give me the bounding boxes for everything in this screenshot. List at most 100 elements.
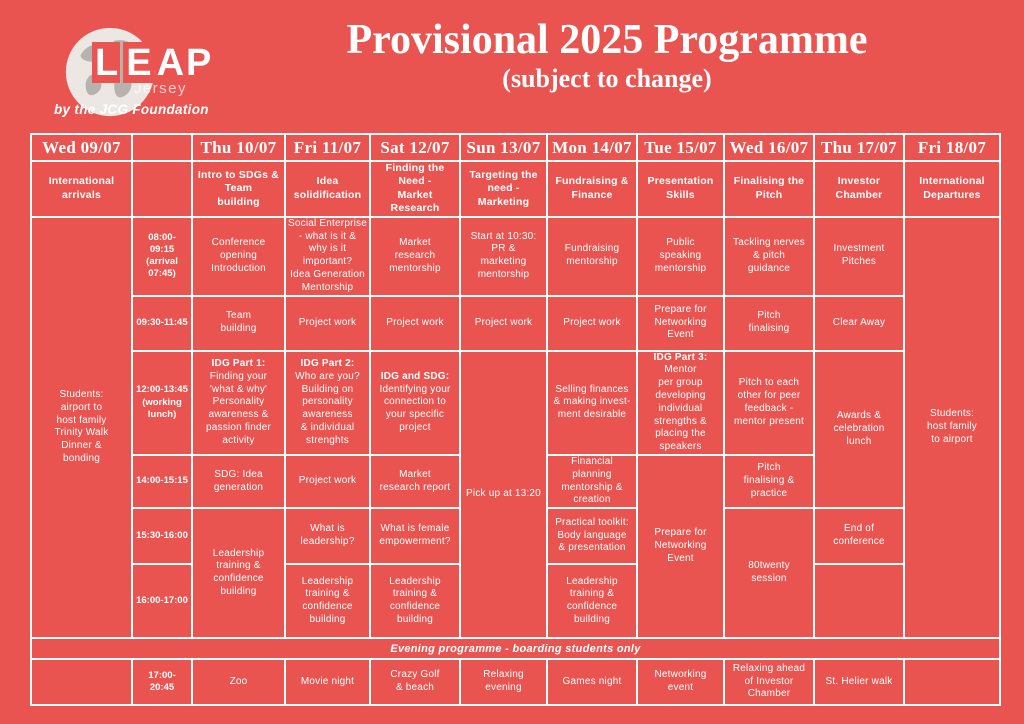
activity-cell: Leadership training & confidence buildin… <box>369 563 461 640</box>
activity-cell: Project work <box>546 294 638 352</box>
activity-cell: Crazy Golf & beach <box>369 658 461 707</box>
schedule-row: 16:00-17:00 Leadership training & confide… <box>31 563 1000 640</box>
topic-cell: Presentation Skills <box>636 160 725 218</box>
activity-cell: Clear Away <box>813 294 905 352</box>
activity-cell: Start at 10:30: PR & marketing mentorshi… <box>459 215 548 297</box>
topic-cell: Intro to SDGs & Team building <box>191 160 286 218</box>
activity-cell: Project work <box>369 294 461 352</box>
schedule-row: 17:00- 20:45 Zoo Movie night Crazy Golf & b… <box>30 658 1001 707</box>
brand-letter: A <box>156 42 184 84</box>
activity-cell: Students: airport to host family Trinity… <box>30 215 133 640</box>
evening-banner-cell: Evening programme - boarding students on… <box>30 637 1001 661</box>
activity-cell: Pitch finalising & practice <box>723 453 815 510</box>
topic-cell: Targeting the need - Marketing <box>459 160 548 218</box>
activity-text: Who are you? Building on personality awa… <box>295 370 360 446</box>
time-slot-cell: 17:00- 20:45 <box>131 658 193 707</box>
date-header-cell: Fri 11/07 <box>284 133 371 162</box>
empty-cell <box>30 658 133 707</box>
activity-cell: End of conference <box>813 507 905 566</box>
activity-cell: Conference opening Introduction <box>191 215 286 297</box>
topic-cell: International arrivals <box>30 160 133 218</box>
activity-cell: Relaxing ahead of Investor Chamber <box>723 658 815 707</box>
schedule-row: 14:00-15:15 SDG: Idea generation Project w… <box>31 453 1000 640</box>
activity-cell: Pitch finalising <box>723 294 815 352</box>
activity-cell: Project work <box>284 453 371 510</box>
activity-text: Mentor per group developing individual s… <box>654 364 707 453</box>
activity-cell: Students: host family to airport <box>903 215 1001 640</box>
activity-cell: Practical toolkit: Body language & prese… <box>546 507 638 566</box>
activity-cell: Selling finances & making invest- ment d… <box>546 349 638 456</box>
topic-cell: Finalising the Pitch <box>723 160 815 218</box>
date-header-cell: Wed 16/07 <box>723 133 815 162</box>
brand-region-label: Jersey <box>133 80 187 97</box>
activity-cell: IDG Part 2: Who are you? Building on pers… <box>284 349 371 456</box>
activity-cell: Team building <box>191 294 286 352</box>
date-header-cell: Thu 17/07 <box>813 133 905 162</box>
schedule-table: Wed 09/07 Thu 10/07 Fri 11/07 Sat 12/07 Sun … <box>30 133 1001 707</box>
topic-cell: International Departures <box>903 160 1001 218</box>
activity-cell: IDG Part 1: Finding your 'what & why' Per… <box>191 349 286 456</box>
date-header-cell: Tue 15/07 <box>636 133 725 162</box>
date-header-cell: Thu 10/07 <box>191 133 286 162</box>
activity-lead: IDG and SDG: <box>380 370 450 382</box>
activity-cell: IDG Part 3: Mentor per group developing i… <box>636 349 725 456</box>
activity-lead: IDG Part 3: <box>653 351 708 363</box>
activity-cell: Leadership training & confidence buildin… <box>284 563 371 640</box>
page-title: Provisional 2025 Programme <box>346 17 868 63</box>
brand-letter: L <box>92 42 121 83</box>
schedule-row: Students: airport to host family Trinity… <box>30 215 1001 640</box>
time-slot-cell: 09:30-11:45 <box>131 294 193 352</box>
topic-cell: Investor Chamber <box>813 160 905 218</box>
activity-cell: Project work <box>284 294 371 352</box>
schedule-row: 12:00-13:45 (working lunch) IDG Part 1: Fi… <box>31 349 1000 640</box>
time-slot-cell: 14:00-15:15 <box>131 453 193 510</box>
schedule-row: 09:30-11:45 Team building Project work Proj… <box>31 294 1000 352</box>
date-header-cell: Sun 13/07 <box>459 133 548 162</box>
topic-cell: Fundraising & Finance <box>546 160 638 218</box>
activity-cell: Leadership training & confidence buildin… <box>546 563 638 640</box>
activity-cell: Project work <box>459 294 548 352</box>
schedule-row: Wed 09/07 Thu 10/07 Fri 11/07 Sat 12/07 Sun … <box>30 133 1001 162</box>
activity-cell: Games night <box>546 658 638 707</box>
activity-cell: Prepare for Networking Event <box>636 294 725 352</box>
activity-cell: Pick up at 13:20 <box>459 349 548 640</box>
schedule-row: Evening programme - boarding students on… <box>30 637 1001 661</box>
empty-cell <box>131 133 193 162</box>
activity-cell: Public speaking mentorship <box>636 215 725 297</box>
activity-text: Identifying your connection to your spec… <box>379 383 451 433</box>
activity-cell: Financial planning mentorship & creation <box>546 453 638 510</box>
activity-cell: 80twenty session <box>723 507 815 640</box>
activity-cell: What is female empowerment? <box>369 507 461 566</box>
schedule-row: International arrivals Intro to SDGs & Te… <box>30 160 1001 218</box>
activity-cell: Investment Pitches <box>813 215 905 297</box>
topic-cell: Finding the Need - Market Research <box>369 160 461 218</box>
time-slot-cell: 16:00-17:00 <box>131 563 193 640</box>
activity-cell: Market research report <box>369 453 461 510</box>
activity-cell: Movie night <box>284 658 371 707</box>
activity-cell: Zoo <box>191 658 286 707</box>
activity-cell: St. Helier walk <box>813 658 905 707</box>
activity-cell: Tackling nerves & pitch guidance <box>723 215 815 297</box>
leap-logo: L E A P Jersey by the JCG Foundation <box>50 22 211 122</box>
schedule-row: 15:30-16:00 Leadership training & confide… <box>31 507 1000 640</box>
brand-letter: P <box>186 42 211 84</box>
brand-tagline: by the JCG Foundation <box>54 102 209 117</box>
date-header-cell: Mon 14/07 <box>546 133 638 162</box>
page-subtitle: (subject to change) <box>502 64 712 93</box>
activity-cell: Pitch to each other for peer feedback - … <box>723 349 815 456</box>
date-header-cell: Fri 18/07 <box>903 133 1001 162</box>
activity-cell: Awards & celebration lunch <box>813 349 905 510</box>
empty-cell <box>131 160 193 218</box>
activity-cell: Social Enterprise - what is it & why is … <box>284 215 371 297</box>
date-header-cell: Sat 12/07 <box>369 133 461 162</box>
activity-cell: IDG and SDG: Identifying your connection … <box>369 349 461 456</box>
activity-cell: Fundraising mentorship <box>546 215 638 297</box>
time-slot-cell: 15:30-16:00 <box>131 507 193 566</box>
activity-lead: IDG Part 1: <box>211 357 266 369</box>
empty-cell <box>903 658 1001 707</box>
time-slot-cell: 12:00-13:45 (working lunch) <box>131 349 193 456</box>
activity-cell: Leadership training & confidence buildin… <box>191 507 286 640</box>
brand-wordmark: L E A P <box>92 42 211 84</box>
date-header-cell: Wed 09/07 <box>30 133 133 162</box>
